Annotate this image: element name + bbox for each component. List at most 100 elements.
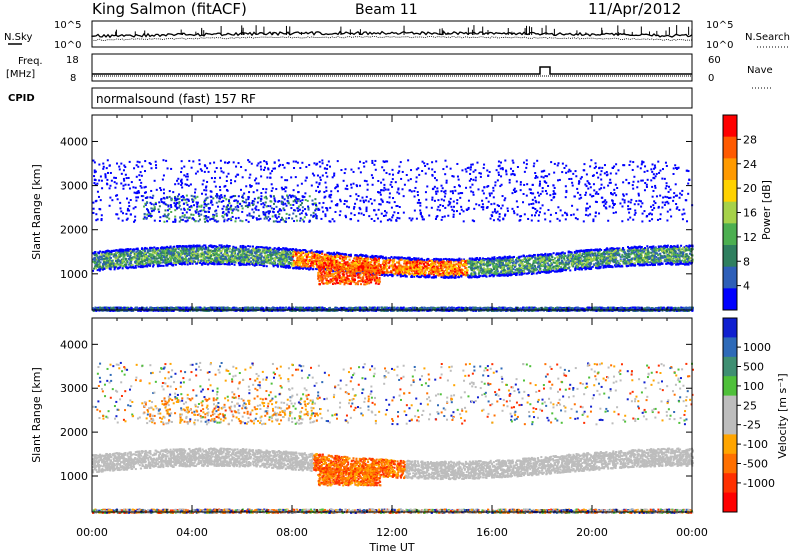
echo-cell — [615, 257, 617, 259]
echo-cell — [113, 255, 115, 257]
echo-cell — [240, 254, 242, 256]
echo-cell — [378, 258, 380, 260]
noise-tick-bottom-right: 10^0 — [706, 40, 733, 51]
echo-cell — [234, 257, 236, 259]
echo-cell — [385, 274, 387, 276]
echo-cell — [290, 262, 292, 264]
echo-cell — [234, 249, 236, 251]
echo-cell — [237, 259, 239, 261]
echo-cell — [276, 248, 278, 250]
echo-cell — [245, 264, 247, 266]
echo-cell — [166, 255, 168, 257]
echo-cell — [252, 257, 254, 259]
echo-cell — [388, 267, 390, 269]
echo-cell — [96, 253, 98, 255]
echo-cell — [552, 260, 554, 262]
echo-cell — [127, 255, 129, 257]
echo-cell — [433, 269, 435, 271]
echo-cell — [450, 261, 452, 263]
echo-cell — [433, 276, 435, 278]
echo-cell — [500, 271, 502, 273]
echo-cell — [288, 265, 290, 267]
echo-cell — [306, 253, 308, 255]
echo-cell — [664, 259, 666, 261]
echo-cell — [359, 262, 361, 264]
echo-cell — [390, 274, 392, 276]
echo-cell — [548, 272, 550, 274]
echo-cell — [679, 255, 681, 257]
echo-cell — [440, 262, 442, 264]
cpid-label: CPID — [8, 93, 35, 104]
echo-cell — [292, 248, 294, 250]
echo-cell — [269, 252, 271, 254]
echo-cell — [278, 263, 280, 265]
echo-cell — [412, 272, 414, 274]
echo-cell — [645, 259, 647, 261]
echo-cell — [489, 262, 491, 264]
echo-cell — [579, 250, 581, 252]
echo-cell — [146, 248, 148, 250]
echo-cell — [566, 263, 568, 265]
echo-cell — [134, 255, 136, 257]
echo-cell — [534, 265, 536, 267]
echo-cell — [101, 254, 103, 256]
echo-cell — [100, 261, 102, 263]
echo-cell — [99, 250, 101, 252]
echo-cell — [633, 252, 635, 254]
echo-cell — [291, 262, 293, 264]
echo-cell — [284, 257, 286, 259]
echo-cell — [366, 260, 368, 262]
echo-cell — [520, 259, 522, 261]
echo-cell — [682, 247, 684, 249]
echo-cell — [431, 277, 433, 279]
echo-cell — [689, 253, 691, 255]
echo-cell — [355, 262, 357, 264]
freq-label-unit: [MHz] — [6, 69, 35, 80]
echo-cell — [443, 270, 445, 272]
echo-cell — [524, 261, 526, 263]
echo-cell — [689, 257, 691, 259]
echo-cell — [226, 250, 228, 252]
echo-cell — [123, 255, 125, 257]
echo-cell — [553, 262, 555, 264]
echo-cell — [444, 266, 446, 268]
echo-cell — [534, 257, 536, 259]
echo-cell — [478, 276, 480, 278]
echo-cell — [443, 258, 445, 260]
echo-cell — [412, 268, 414, 270]
echo-cell — [462, 272, 464, 274]
echo-cell — [359, 260, 361, 262]
echo-cell — [609, 262, 611, 264]
echo-cell — [511, 256, 513, 258]
echo-cell — [266, 265, 268, 267]
echo-cell — [369, 256, 371, 258]
echo-cell — [591, 251, 593, 253]
echo-cell — [407, 259, 409, 261]
echo-cell — [492, 265, 494, 267]
echo-cell — [636, 260, 638, 262]
echo-cell — [274, 247, 276, 249]
echo-cell — [543, 254, 545, 256]
echo-cell — [565, 261, 567, 263]
echo-cell — [529, 255, 531, 257]
echo-cell — [521, 264, 523, 266]
echo-cell — [548, 257, 550, 259]
echo-cell — [340, 264, 342, 266]
echo-cell — [521, 255, 523, 257]
echo-cell — [153, 246, 155, 248]
echo-cell — [554, 271, 556, 273]
echo-cell — [199, 262, 201, 264]
echo-cell — [574, 252, 576, 254]
echo-cell — [657, 254, 659, 256]
echo-cell — [144, 252, 146, 254]
echo-cell — [268, 248, 270, 250]
echo-cell — [99, 263, 101, 265]
echo-cell — [474, 265, 476, 267]
echo-cell — [118, 267, 120, 269]
echo-cell — [628, 253, 630, 255]
echo-cell — [122, 267, 124, 269]
echo-cell — [568, 267, 570, 269]
echo-cell — [520, 269, 522, 271]
echo-cell — [492, 263, 494, 265]
